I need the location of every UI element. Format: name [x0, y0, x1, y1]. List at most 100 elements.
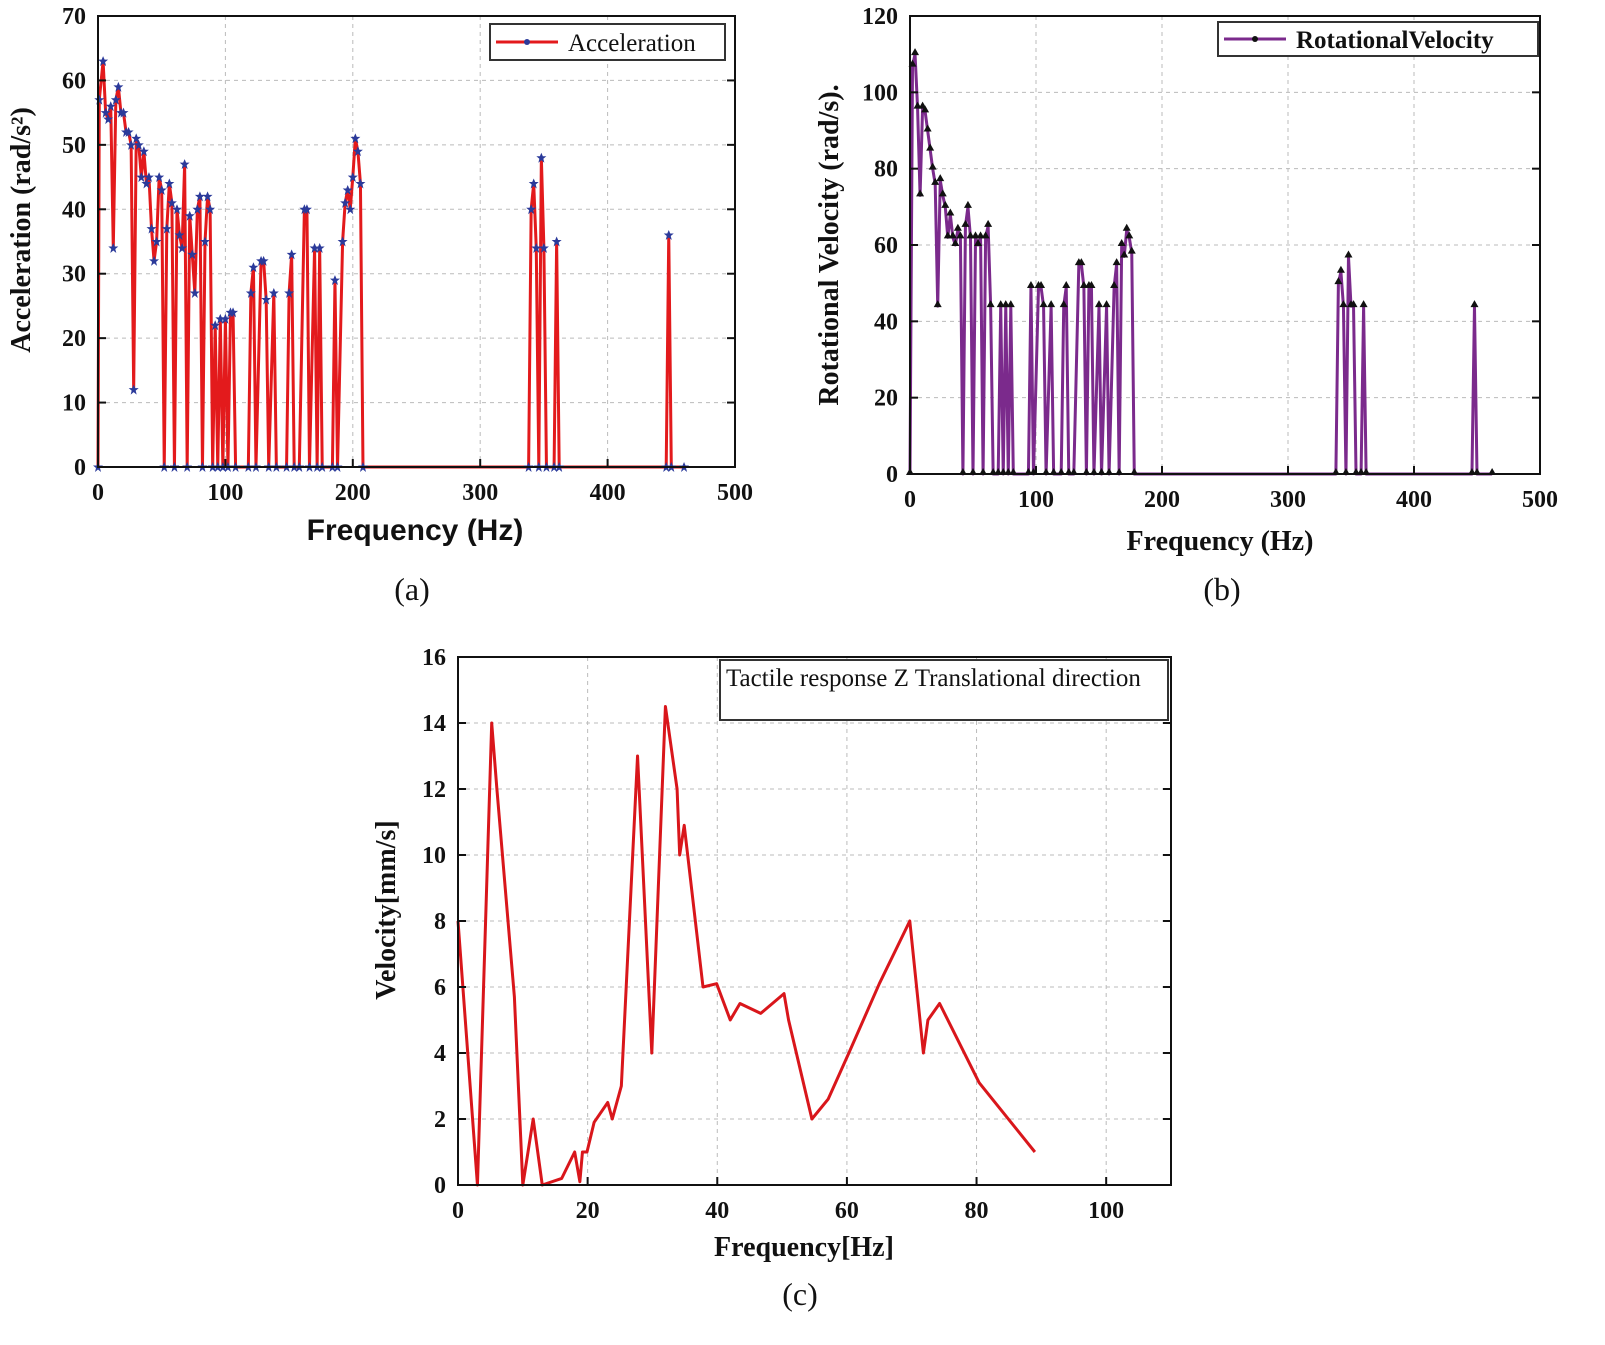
- data-point: [974, 239, 983, 246]
- data-point: [531, 242, 542, 253]
- data-point: [966, 231, 975, 239]
- plot-frame: [97, 15, 736, 468]
- data-point: [956, 231, 965, 239]
- y-tick-label: 10: [62, 391, 86, 417]
- data-point: [1077, 258, 1086, 266]
- x-tick-label: 400: [1396, 487, 1432, 513]
- chart-2: Tactile response Z Translational directi…: [371, 645, 1172, 1312]
- y-tick-label: 2: [434, 1107, 446, 1133]
- x-axis-label: Frequency[Hz]: [714, 1232, 894, 1263]
- legend-marker: [1252, 36, 1258, 42]
- series-line: [96, 59, 685, 469]
- data-point: [911, 48, 920, 56]
- data-point: [166, 197, 177, 208]
- y-tick-label: 120: [862, 4, 898, 30]
- data-point: [94, 94, 105, 105]
- data-point: [1112, 258, 1121, 266]
- x-tick-label: 200: [335, 480, 371, 506]
- data-point: [110, 94, 121, 105]
- y-tick-label: 4: [434, 1041, 446, 1067]
- data-point: [215, 313, 226, 324]
- y-tick-label: 16: [422, 645, 446, 671]
- data-point: [210, 320, 221, 331]
- data-point: [337, 236, 348, 247]
- data-point: [228, 307, 239, 318]
- y-tick-label: 20: [62, 326, 86, 352]
- x-tick-label: 40: [705, 1198, 729, 1224]
- data-point: [164, 178, 175, 189]
- y-tick-label: 0: [74, 455, 86, 481]
- data-point: [976, 231, 985, 239]
- data-point: [953, 223, 962, 231]
- x-tick-label: 100: [207, 480, 243, 506]
- data-point: [528, 178, 539, 189]
- data-point: [177, 242, 188, 253]
- data-point: [205, 204, 216, 215]
- x-tick-label: 500: [717, 480, 753, 506]
- data-point: [1117, 239, 1126, 246]
- data-point: [1059, 300, 1068, 308]
- data-point: [345, 204, 356, 215]
- data-point: [192, 204, 203, 215]
- data-point: [138, 146, 149, 157]
- y-tick-label: 10: [422, 843, 446, 869]
- data-point: [258, 255, 269, 266]
- data-point: [928, 162, 937, 170]
- x-tick-label: 400: [590, 480, 626, 506]
- y-axis-label: Acceleration (rad/s²): [6, 107, 37, 353]
- data-point: [1334, 277, 1343, 285]
- legend-label: Acceleration: [568, 30, 696, 57]
- y-tick-label: 30: [62, 262, 86, 288]
- y-tick-label: 50: [62, 133, 86, 159]
- series-line: [456, 705, 1037, 1187]
- data-point: [171, 204, 182, 215]
- y-tick-label: 6: [434, 975, 446, 1001]
- data-point: [926, 143, 935, 151]
- data-point: [1079, 280, 1088, 288]
- y-tick-label: 70: [62, 4, 86, 30]
- x-tick-label: 60: [835, 1198, 859, 1224]
- data-point: [1102, 300, 1111, 308]
- y-tick-label: 20: [874, 386, 898, 412]
- data-point: [938, 189, 947, 197]
- data-point: [1122, 223, 1131, 231]
- data-point: [156, 184, 167, 195]
- data-point: [996, 300, 1005, 308]
- data-point: [916, 189, 925, 197]
- y-tick-label: 60: [874, 233, 898, 259]
- y-tick-label: 100: [862, 80, 898, 106]
- data-point: [100, 107, 111, 118]
- data-point: [1336, 265, 1345, 273]
- data-point: [551, 236, 562, 247]
- data-point: [151, 236, 162, 247]
- data-point: [951, 239, 960, 246]
- data-point: [984, 219, 993, 227]
- data-point: [179, 159, 190, 170]
- data-point: [1039, 300, 1048, 308]
- data-point: [981, 231, 990, 239]
- data-point: [187, 249, 198, 260]
- data-point: [286, 249, 297, 260]
- data-point: [314, 242, 325, 253]
- data-point: [194, 191, 205, 202]
- subfigure-caption: (a): [394, 571, 430, 607]
- data-point: [131, 133, 142, 144]
- data-point: [355, 178, 366, 189]
- x-tick-label: 0: [904, 487, 916, 513]
- y-tick-label: 8: [434, 909, 446, 935]
- data-point: [913, 101, 922, 109]
- legend-label: RotationalVelocity: [1296, 27, 1494, 54]
- data-point: [961, 219, 970, 227]
- data-point: [931, 177, 940, 185]
- data-point: [663, 230, 674, 241]
- data-point: [103, 114, 114, 125]
- data-point: [1120, 250, 1129, 258]
- data-point: [200, 236, 211, 247]
- data-point: [342, 184, 353, 195]
- data-point: [113, 81, 124, 92]
- data-point: [340, 197, 351, 208]
- data-point: [1359, 300, 1368, 308]
- data-point: [941, 200, 950, 208]
- data-point: [1344, 250, 1353, 258]
- x-tick-label: 0: [452, 1198, 464, 1224]
